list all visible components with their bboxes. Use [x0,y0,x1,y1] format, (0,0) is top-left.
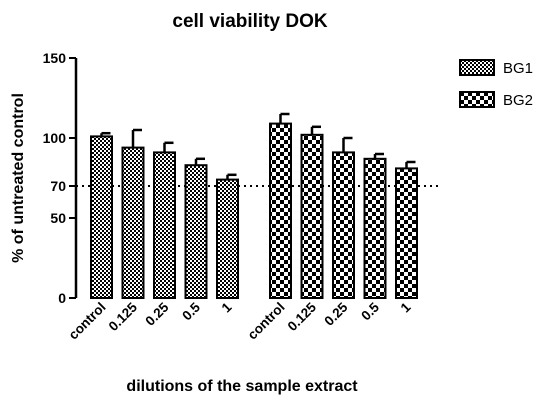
legend-label-bg2: BG2 [503,92,533,109]
bar-bg1-1 [216,178,239,300]
bar-bg1-0.5 [184,164,208,299]
legend: BG1 BG2 [459,59,533,109]
x-tick-label: 0.5 [358,299,382,323]
bar-bg2-1 [395,167,418,299]
y-axis-label: % of untreated control [10,93,27,263]
x-tick-label: 1 [219,299,235,315]
legend-swatch-bg2 [459,91,495,108]
x-tick-label: 0.25 [321,299,351,329]
x-tick-label: 0.5 [179,299,203,323]
x-axis-label: dilutions of the sample extract [126,378,358,395]
y-tick-label: 100 [43,130,67,146]
legend-label-bg1: BG1 [503,60,533,77]
x-tick-label: 1 [398,299,414,315]
x-tick-label: control [245,300,288,343]
bar-bg1-0.125 [121,146,145,299]
y-tick-label: 70 [50,178,66,194]
legend-swatch-bg1 [459,59,495,76]
x-tick-label: control [66,300,109,343]
y-tick-label: 150 [43,50,67,66]
y-tick-label: 50 [50,210,66,226]
x-tick-label: 0.125 [285,299,320,334]
bar-bg1-0.25 [153,151,176,299]
chart-title: cell viability DOK [172,11,327,32]
bar-bg2-0.5 [363,157,387,299]
bar-bg2-0.25 [332,151,355,299]
bar-bg1-control [90,135,113,299]
y-tick-label: 0 [58,290,66,306]
x-tick-label: 0.25 [142,299,172,329]
bar-bg2-0.125 [300,133,324,299]
bar-bg2-control [269,122,292,299]
x-tick-label: 0.125 [106,299,141,334]
